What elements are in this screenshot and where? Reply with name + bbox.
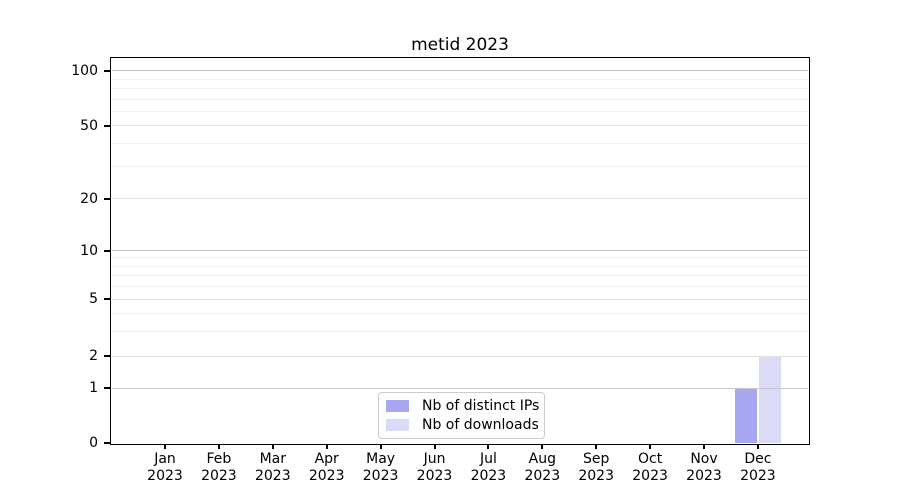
x-tick-label: Apr 2023 bbox=[295, 451, 359, 485]
x-tick bbox=[649, 444, 652, 449]
x-tick bbox=[271, 444, 274, 449]
x-tick-label: Jul 2023 bbox=[456, 451, 520, 485]
x-tick bbox=[756, 444, 759, 449]
y-tick bbox=[104, 249, 111, 252]
x-tick-label-month: Jan bbox=[154, 451, 176, 467]
plot-area bbox=[112, 59, 808, 443]
y-tick-label: 2 bbox=[89, 348, 98, 365]
y-tick bbox=[104, 355, 111, 358]
chart-title: metid 2023 bbox=[411, 35, 509, 55]
x-tick-label-year: 2023 bbox=[147, 468, 183, 484]
x-tick-label-year: 2023 bbox=[470, 468, 507, 484]
x-tick-label: Aug 2023 bbox=[510, 451, 574, 485]
y-tick bbox=[104, 298, 111, 301]
x-tick bbox=[379, 444, 382, 449]
x-tick-label: Jan 2023 bbox=[133, 451, 197, 485]
x-tick bbox=[541, 444, 544, 449]
y-tick-label: 10 bbox=[80, 242, 98, 259]
y-gridline-minor bbox=[112, 265, 808, 267]
x-tick-label-year: 2023 bbox=[362, 468, 399, 484]
y-gridline-minor bbox=[112, 110, 808, 112]
y-tick bbox=[104, 124, 111, 127]
legend-item: Nb of downloads bbox=[386, 416, 539, 435]
x-tick-label-month: Sep bbox=[582, 451, 610, 467]
y-tick bbox=[104, 197, 111, 200]
x-tick bbox=[217, 444, 220, 449]
x-tick-label-month: Jun bbox=[423, 451, 446, 467]
y-gridline bbox=[112, 355, 808, 357]
y-gridline-minor bbox=[112, 143, 808, 145]
x-tick-label-month: Apr bbox=[314, 451, 339, 467]
y-gridline-minor bbox=[112, 286, 808, 288]
x-tick bbox=[703, 444, 705, 449]
y-gridline bbox=[112, 198, 808, 200]
x-tick-label: Dec 2023 bbox=[726, 451, 790, 485]
y-tick-label: 5 bbox=[89, 291, 98, 308]
x-tick-label-month: Aug bbox=[528, 451, 556, 467]
x-tick-label-month: May bbox=[366, 451, 396, 467]
y-tick-label: 20 bbox=[80, 190, 98, 207]
y-tick bbox=[104, 387, 111, 390]
x-tick-label-month: Dec bbox=[744, 451, 772, 467]
legend: Nb of distinct IPs Nb of downloads bbox=[378, 392, 545, 439]
x-tick-label-year: 2023 bbox=[632, 468, 668, 484]
x-tick-label: Mar 2023 bbox=[241, 451, 305, 485]
x-tick-label: Oct 2023 bbox=[618, 451, 682, 485]
x-tick-label-year: 2023 bbox=[416, 468, 453, 484]
y-tick bbox=[104, 69, 111, 72]
y-gridline-minor bbox=[112, 275, 808, 277]
x-tick-label-month: Jul bbox=[479, 451, 497, 467]
x-tick-label-year: 2023 bbox=[201, 468, 237, 484]
x-tick-label-month: Oct bbox=[637, 451, 663, 467]
bar-nb-of-distinct-ips-dec bbox=[734, 388, 757, 443]
legend-swatch bbox=[386, 418, 409, 431]
y-tick bbox=[104, 442, 111, 444]
x-tick-label-year: 2023 bbox=[254, 468, 291, 484]
y-gridline-minor bbox=[112, 165, 808, 167]
x-tick-label-year: 2023 bbox=[524, 468, 561, 484]
y-gridline-minor bbox=[112, 312, 808, 314]
legend-swatch bbox=[386, 400, 409, 413]
y-gridline bbox=[112, 250, 808, 251]
x-tick-label: Feb 2023 bbox=[187, 451, 251, 485]
legend-label: Nb of downloads bbox=[422, 416, 539, 433]
x-tick-label-year: 2023 bbox=[740, 468, 776, 484]
y-gridline bbox=[112, 125, 808, 127]
x-tick-label: Sep 2023 bbox=[564, 451, 628, 485]
y-tick-label: 0 bbox=[89, 435, 98, 451]
bar-nb-of-downloads-dec bbox=[758, 356, 781, 443]
y-gridline-minor bbox=[112, 98, 808, 100]
x-tick-label-year: 2023 bbox=[308, 468, 345, 484]
x-tick bbox=[487, 444, 490, 449]
y-tick-label: 1 bbox=[89, 380, 98, 397]
y-gridline bbox=[112, 70, 808, 72]
x-tick-label-month: Nov bbox=[690, 451, 718, 467]
y-gridline bbox=[112, 387, 808, 389]
x-tick-label-year: 2023 bbox=[578, 468, 614, 484]
y-tick-label: 100 bbox=[71, 62, 98, 79]
x-tick-label-month: Mar bbox=[259, 451, 286, 467]
legend-label: Nb of distinct IPs bbox=[422, 398, 540, 415]
y-gridline-minor bbox=[112, 78, 808, 80]
x-tick-label: May 2023 bbox=[349, 451, 413, 485]
x-tick-label-year: 2023 bbox=[686, 468, 722, 484]
x-tick bbox=[325, 444, 328, 449]
y-gridline-minor bbox=[112, 257, 808, 259]
y-tick-label: 50 bbox=[80, 117, 98, 134]
y-gridline-minor bbox=[112, 88, 808, 90]
x-tick bbox=[595, 444, 598, 449]
x-tick-label: Nov 2023 bbox=[672, 451, 736, 485]
x-tick-label: Jun 2023 bbox=[403, 451, 467, 485]
x-tick bbox=[164, 444, 166, 449]
legend-item: Nb of distinct IPs bbox=[386, 397, 540, 416]
y-gridline-minor bbox=[112, 330, 808, 332]
x-tick bbox=[433, 444, 436, 449]
x-tick-label-month: Feb bbox=[206, 451, 232, 467]
y-gridline bbox=[112, 298, 808, 300]
